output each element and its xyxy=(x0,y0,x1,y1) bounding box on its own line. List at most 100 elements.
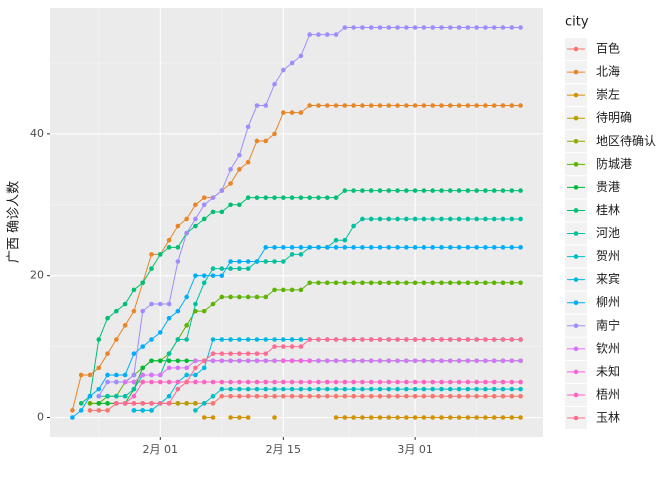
point xyxy=(228,202,233,208)
legend-point xyxy=(573,254,579,259)
point xyxy=(114,372,119,378)
point xyxy=(210,401,216,406)
point xyxy=(360,188,365,193)
point xyxy=(447,245,453,250)
point xyxy=(483,216,488,222)
point xyxy=(412,245,418,250)
point xyxy=(201,308,207,314)
point xyxy=(210,337,216,342)
series-line xyxy=(71,105,521,411)
point xyxy=(500,415,506,420)
point xyxy=(193,365,198,371)
point xyxy=(377,379,383,385)
point xyxy=(210,379,216,385)
point xyxy=(245,266,251,271)
point xyxy=(456,216,462,222)
point xyxy=(368,216,374,222)
point xyxy=(395,358,400,364)
point xyxy=(360,393,365,399)
point xyxy=(456,245,462,250)
point xyxy=(105,315,110,321)
point xyxy=(351,393,356,399)
point xyxy=(491,103,497,108)
point xyxy=(395,25,400,30)
point xyxy=(157,330,163,335)
point xyxy=(105,379,110,385)
point xyxy=(245,358,251,364)
point xyxy=(421,103,427,108)
point xyxy=(228,351,233,356)
point xyxy=(237,337,242,342)
point xyxy=(201,415,207,420)
legend-point xyxy=(573,115,579,121)
point xyxy=(131,379,137,385)
point xyxy=(149,401,154,406)
point xyxy=(140,379,146,385)
point xyxy=(96,386,102,392)
point xyxy=(87,401,93,406)
point xyxy=(342,103,348,108)
point xyxy=(289,195,295,200)
point xyxy=(193,408,198,413)
point xyxy=(342,25,348,30)
point xyxy=(298,337,304,342)
point xyxy=(254,358,260,364)
point xyxy=(474,393,479,399)
point xyxy=(193,379,198,385)
point xyxy=(351,358,356,364)
point xyxy=(237,415,242,420)
point xyxy=(237,152,242,158)
point xyxy=(122,393,128,399)
legend-label: 地区待确认 xyxy=(596,134,656,148)
point xyxy=(149,408,154,413)
point xyxy=(447,415,453,420)
point xyxy=(500,358,506,364)
point xyxy=(491,415,497,420)
point xyxy=(386,386,392,392)
point xyxy=(447,188,453,193)
point xyxy=(316,386,321,392)
point xyxy=(351,379,356,385)
legend-point xyxy=(573,208,579,213)
point xyxy=(430,386,436,392)
point xyxy=(166,237,172,243)
point xyxy=(483,358,488,364)
point xyxy=(377,337,383,342)
point xyxy=(456,386,462,392)
point xyxy=(386,280,392,286)
point xyxy=(456,358,462,364)
point xyxy=(316,245,321,250)
point xyxy=(430,103,436,108)
point xyxy=(184,294,189,300)
y-tick-label: 20 xyxy=(30,269,44,282)
point xyxy=(439,379,444,385)
point xyxy=(228,415,233,420)
point xyxy=(219,266,225,271)
point xyxy=(272,337,277,342)
point xyxy=(483,393,488,399)
point xyxy=(518,415,523,420)
point xyxy=(518,337,523,342)
point xyxy=(298,287,304,293)
point xyxy=(474,25,479,30)
point xyxy=(518,188,523,193)
point xyxy=(298,379,304,385)
point xyxy=(131,351,137,356)
point xyxy=(281,287,286,293)
point xyxy=(377,386,383,392)
point xyxy=(324,337,330,342)
point xyxy=(184,379,189,385)
point xyxy=(193,223,198,229)
point xyxy=(245,159,251,165)
point xyxy=(228,358,233,364)
point xyxy=(324,195,330,200)
point xyxy=(377,280,383,286)
point xyxy=(500,337,506,342)
point xyxy=(333,195,339,200)
point xyxy=(289,386,295,392)
point xyxy=(96,337,102,342)
point xyxy=(263,337,269,342)
point xyxy=(395,216,400,222)
point xyxy=(272,131,277,137)
point xyxy=(237,259,242,264)
